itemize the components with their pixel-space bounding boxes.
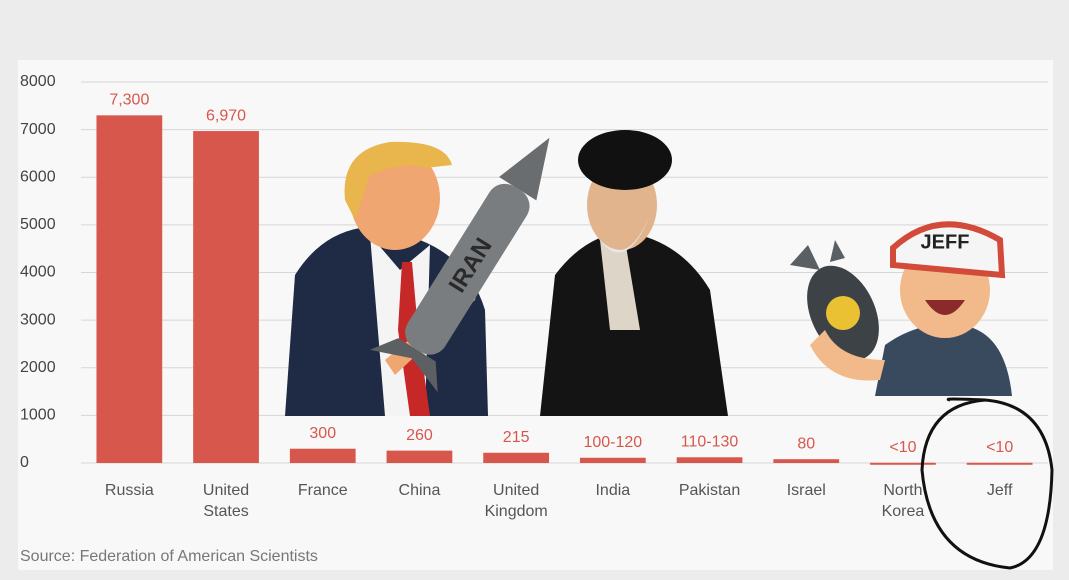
value-label: 80 (797, 435, 815, 452)
value-label: 7,300 (109, 92, 149, 109)
bar (193, 131, 259, 463)
x-tick-label: Russia (104, 482, 154, 499)
x-tick-label: India (595, 482, 631, 499)
x-tick-label: North Korea (881, 482, 925, 520)
bar (966, 462, 1033, 465)
bar (386, 450, 453, 463)
bar (96, 115, 163, 464)
bar (289, 448, 356, 463)
source: Source: Federation of American Scientist… (20, 548, 318, 565)
x-tick-label: Israel (786, 482, 826, 499)
value-label: <10 (889, 439, 916, 456)
y-tick-label: 4000 (20, 264, 56, 281)
bar (676, 457, 743, 463)
y-tick-label: 5000 (20, 216, 56, 233)
bar (483, 452, 550, 463)
y-tick-label: 6000 (20, 168, 56, 185)
value-label: <10 (986, 439, 1013, 456)
y-tick-label: 1000 (20, 407, 56, 424)
value-label: 215 (503, 429, 530, 446)
x-tick-label: United Kingdom (484, 482, 548, 520)
y-tick-label: 0 (20, 454, 29, 471)
y-tick-label: 3000 (20, 311, 56, 328)
illustration-right: JEFF (790, 221, 1012, 396)
y-tick-label: 8000 (20, 73, 56, 90)
value-label: 260 (406, 427, 433, 444)
x-tick-label: Pakistan (678, 482, 741, 499)
bar (870, 462, 936, 465)
jeff-circle (920, 397, 1054, 570)
missile: IRAN (369, 137, 550, 393)
y-tick-label: 7000 (20, 121, 56, 138)
value-label: 110-130 (681, 434, 739, 451)
value-label: 100-120 (583, 434, 642, 451)
x-tick-label: China (398, 482, 441, 499)
illustration-middle (540, 130, 728, 416)
bar (579, 457, 646, 463)
hat-label: JEFF (921, 231, 970, 253)
x-tick-label: France (297, 482, 348, 499)
value-label: 300 (309, 425, 336, 442)
bar (773, 459, 840, 463)
x-tick-label: United States (202, 482, 250, 520)
x-tick-label: Jeff (986, 482, 1013, 499)
y-tick-label: 2000 (20, 359, 56, 376)
value-label: 6,970 (206, 107, 246, 124)
panel (18, 60, 1053, 570)
